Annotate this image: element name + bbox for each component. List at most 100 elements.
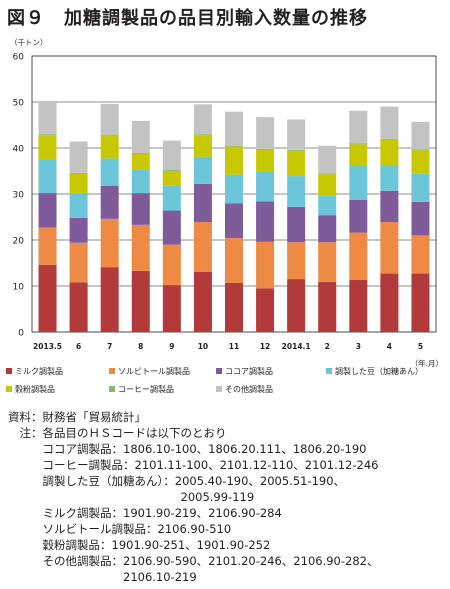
bar-segment — [38, 101, 57, 135]
bar-segment — [100, 103, 119, 136]
bar-segment — [318, 195, 337, 216]
legend-label: ソルビトール調製品 — [118, 367, 190, 376]
bar-segment — [256, 201, 275, 242]
bar-segment — [380, 165, 399, 191]
legend-swatch — [6, 386, 12, 392]
legend-swatch — [109, 386, 115, 392]
x-tick-label: 8 — [138, 342, 143, 351]
bar-segment — [131, 224, 150, 271]
legend-swatch — [216, 368, 222, 374]
bar-segment — [411, 173, 430, 202]
legend-label: 調製した豆（加糖あん） — [335, 367, 423, 376]
legend-swatch — [326, 368, 332, 374]
note-line: 調製した豆（加糖あん）：2005.40-190、2005.51-190、 — [8, 474, 346, 488]
note-line: その他調製品：2106.90-590、2101.20-246、2106.90-2… — [8, 554, 379, 568]
bar-segment — [411, 201, 430, 236]
bar-segment — [411, 273, 430, 332]
bar-segment — [318, 281, 337, 332]
note-line: 注：各品目のＨＳコードは以下のとおり — [8, 426, 227, 440]
y-tick-label: 30 — [13, 191, 25, 201]
x-tick-label: 2014.1 — [282, 342, 311, 351]
bar-segment — [193, 222, 212, 272]
bar-segment — [162, 140, 181, 171]
bar-segment — [349, 280, 368, 332]
bar-segment — [69, 193, 88, 218]
bar-segment — [162, 185, 181, 211]
legend-item: ココア調製品 — [216, 366, 273, 377]
legend-label: ココア調製品 — [225, 367, 273, 376]
bar-segment — [38, 227, 57, 265]
bar-segment — [225, 203, 243, 239]
bar-segment — [193, 134, 212, 136]
note-line: ココア調製品：1806.10-100、1806.20.111、1806.20-1… — [8, 442, 367, 456]
legend-item: コーヒー調製品 — [109, 384, 174, 395]
bar-segment — [131, 193, 150, 225]
legend-swatch — [109, 368, 115, 374]
bar-segment — [349, 144, 368, 166]
x-tick-label: 10 — [198, 342, 208, 351]
x-tick-label: 6 — [76, 342, 81, 351]
bar-segment — [256, 241, 275, 289]
bar-segment — [256, 288, 275, 332]
x-tick-label: 5 — [418, 342, 423, 351]
bar-segment — [256, 149, 275, 172]
bar-segment — [380, 138, 399, 140]
bar-segment — [287, 150, 306, 177]
legend-label: 穀粉調製品 — [15, 385, 55, 394]
bar-segment — [225, 238, 243, 283]
bar-segment — [162, 244, 181, 286]
legend-item: ソルビトール調製品 — [109, 366, 190, 377]
legend-item: 調製した豆（加糖あん） — [326, 366, 423, 377]
x-tick-label: 3 — [356, 342, 361, 351]
y-tick-label: 0 — [18, 329, 24, 339]
bar-segment — [131, 270, 150, 332]
bar-segment — [380, 222, 399, 274]
bar-segment — [162, 171, 181, 186]
y-tick-label: 20 — [13, 237, 25, 247]
bar-segment — [380, 139, 399, 166]
bar-segment — [411, 149, 430, 151]
bar-segment — [256, 117, 275, 149]
bar-segment — [225, 145, 243, 147]
bar-segment — [256, 171, 275, 202]
note-line: ミルク調製品：1901.90-219、2106.90-284 — [8, 506, 282, 520]
y-tick-label: 60 — [13, 53, 25, 63]
bar-segment — [69, 242, 88, 283]
bar-segment — [349, 165, 368, 200]
bar-segment — [38, 134, 57, 136]
bar-segment — [69, 282, 88, 332]
bar-segment — [193, 183, 212, 223]
note-line: 2106.10-219 — [8, 570, 197, 584]
bar-segment — [69, 217, 88, 243]
x-tick-label: 2013.5 — [33, 342, 62, 351]
legend-swatch — [6, 368, 12, 374]
bar-segment — [349, 143, 368, 145]
bar-segment — [100, 267, 119, 332]
bar-segment — [287, 119, 306, 150]
bar-segment — [225, 174, 243, 204]
bar-segment — [193, 104, 212, 135]
legend-item: 穀粉調製品 — [6, 384, 55, 395]
bar-segment — [318, 174, 337, 196]
page-title: 図９ 加糖調製品の品目別輸入数量の推移 — [7, 8, 368, 29]
bar-segment — [131, 120, 150, 154]
bar-segment — [69, 172, 88, 174]
bar-segment — [162, 170, 181, 171]
bar-segment — [380, 273, 399, 332]
y-tick-label: 10 — [13, 283, 25, 293]
bar-segment — [100, 135, 119, 137]
x-tick-label: 2 — [325, 342, 330, 351]
bar-segment — [193, 156, 212, 184]
bar-segment — [162, 210, 181, 245]
bar-segment — [411, 121, 430, 150]
bar-segment — [100, 136, 119, 159]
bar-segment — [256, 148, 275, 150]
bar-segment — [69, 173, 88, 194]
x-tick-label: 7 — [107, 342, 112, 351]
bar-segment — [38, 159, 57, 194]
bar-segment — [162, 285, 181, 332]
legend-label: コーヒー調製品 — [118, 385, 174, 394]
bar-segment — [38, 135, 57, 160]
legend-label: その他調製品 — [225, 385, 273, 394]
stacked-bar-chart: 0 10 20 30 40 50 60 （千トン） 2013.5 6 7 8 9 10 11 12 2014.1… — [10, 37, 443, 368]
